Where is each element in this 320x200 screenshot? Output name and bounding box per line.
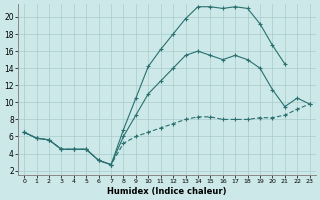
X-axis label: Humidex (Indice chaleur): Humidex (Indice chaleur)	[107, 187, 227, 196]
